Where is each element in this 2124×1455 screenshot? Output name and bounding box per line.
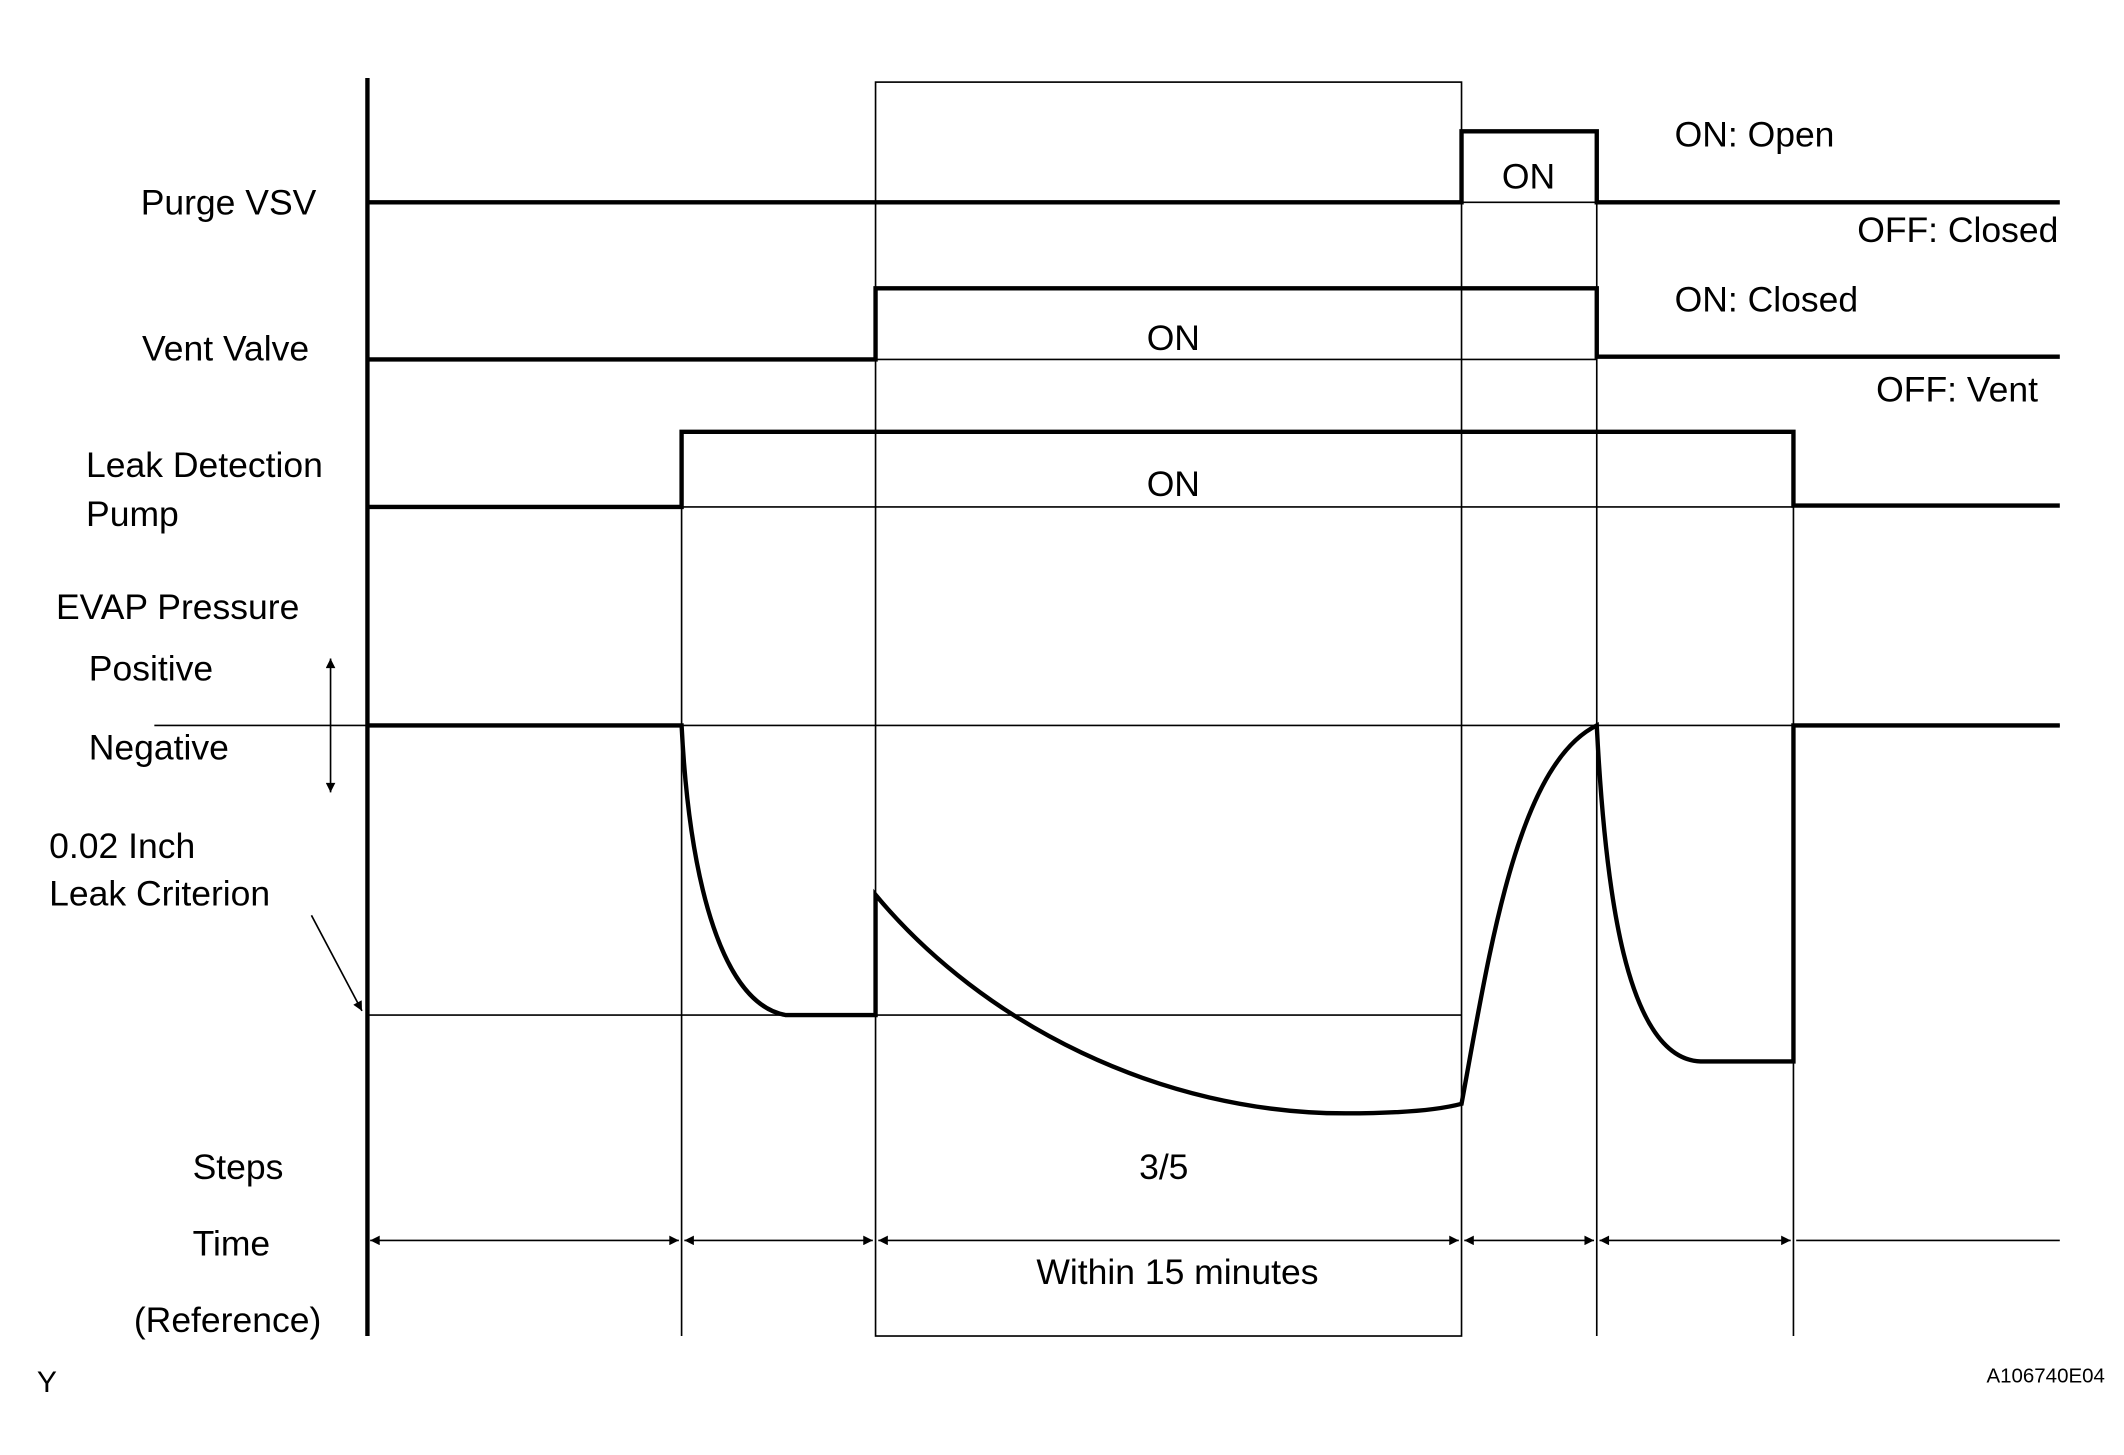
figure-code: A106740E04: [1987, 1364, 2105, 1387]
purge-vsv-trace: [367, 129, 2060, 205]
leak-pump-on: ON: [1147, 464, 1200, 504]
phase-dividers: [680, 131, 1795, 1337]
criterion-label-1: 0.02 Inch: [49, 826, 195, 866]
vent-valve-label: Vent Valve: [142, 329, 309, 369]
vent-valve-trace: [367, 286, 2060, 362]
purge-vsv-label: Purge VSV: [141, 183, 317, 223]
corner-mark: Y: [37, 1366, 57, 1399]
duration-label: Within 15 minutes: [1036, 1252, 1318, 1292]
vent-on-state: ON: Closed: [1675, 280, 1858, 320]
positive-label: Positive: [89, 648, 213, 688]
vent-valve-on: ON: [1147, 318, 1200, 358]
criterion-pointer-arrow: [310, 914, 363, 1012]
leak-pump-trace: [367, 429, 2060, 510]
purge-on-state: ON: Open: [1675, 114, 1835, 154]
step-value: 3/5: [1139, 1147, 1188, 1187]
vent-off-state: OFF: Vent: [1876, 370, 2038, 410]
purge-vsv-on: ON: [1502, 157, 1555, 197]
evap-pressure-trace: [367, 722, 2060, 1116]
evap-label: EVAP Pressure: [56, 587, 299, 627]
leak-pump-label-2: Pump: [86, 494, 179, 534]
leak-pump-label-1: Leak Detection: [86, 445, 323, 485]
purge-off-state: OFF: Closed: [1857, 210, 2058, 250]
time-label: Time: [193, 1223, 271, 1263]
criterion-label-2: Leak Criterion: [49, 874, 270, 914]
step-3-5-box: [874, 81, 1463, 1337]
reference-label: (Reference): [134, 1300, 321, 1340]
negative-label: Negative: [89, 728, 229, 768]
steps-label: Steps: [193, 1147, 284, 1187]
